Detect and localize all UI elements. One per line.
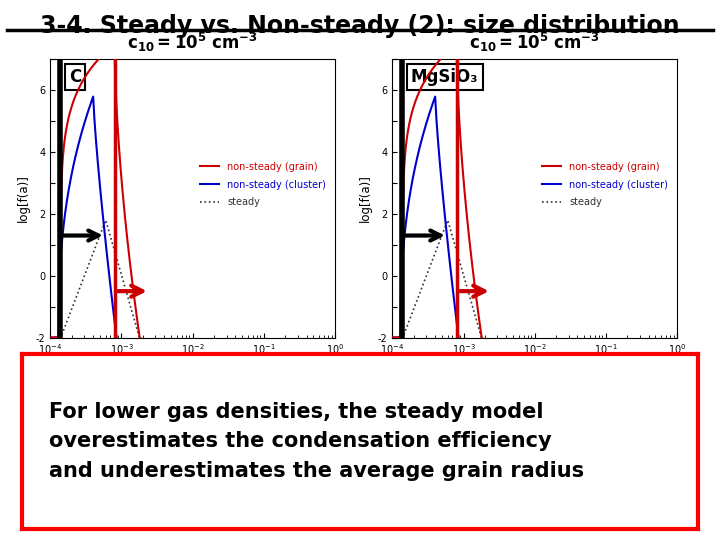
Text: For lower gas densities, the steady model
overestimates the condensation efficie: For lower gas densities, the steady mode… [49, 402, 584, 481]
Text: $\mathbf{c_{10} = 10^5\ cm^{-3}}$: $\mathbf{c_{10} = 10^5\ cm^{-3}}$ [469, 31, 600, 54]
Y-axis label: log[f(a)]: log[f(a)] [359, 174, 372, 222]
Text: 3-4. Steady vs. Non-steady (2): size distribution: 3-4. Steady vs. Non-steady (2): size dis… [40, 14, 680, 37]
Legend: non-steady (grain), non-steady (cluster), steady: non-steady (grain), non-steady (cluster)… [196, 158, 330, 211]
Legend: non-steady (grain), non-steady (cluster), steady: non-steady (grain), non-steady (cluster)… [538, 158, 672, 211]
X-axis label: grain radius; a (μm): grain radius; a (μm) [475, 362, 594, 375]
Text: C: C [69, 68, 81, 86]
X-axis label: grain radius; a (μm): grain radius; a (μm) [133, 362, 252, 375]
Text: $\mathbf{c_{10} = 10^5\ cm^{-3}}$: $\mathbf{c_{10} = 10^5\ cm^{-3}}$ [127, 31, 258, 54]
Text: MgSiO₃: MgSiO₃ [411, 68, 478, 86]
Y-axis label: log[f(a)]: log[f(a)] [17, 174, 30, 222]
